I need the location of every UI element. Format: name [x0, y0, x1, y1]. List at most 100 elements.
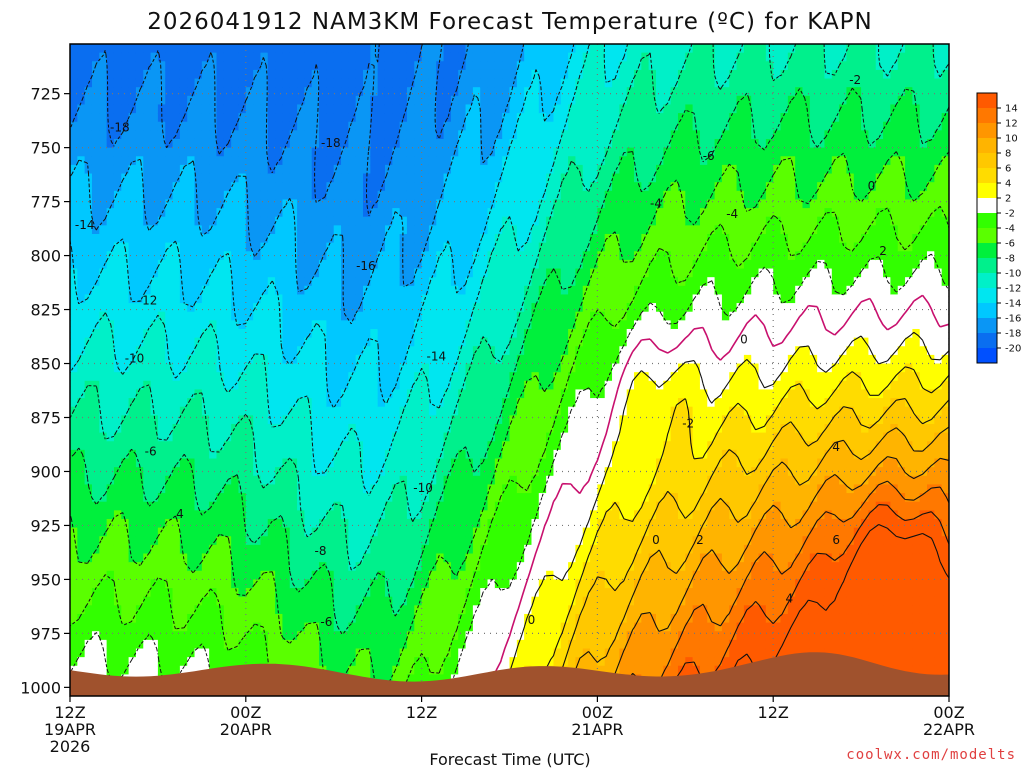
temperature-cell — [443, 596, 452, 606]
temperature-cell — [304, 242, 313, 252]
temperature-cell — [392, 164, 401, 175]
temperature-cell — [399, 130, 408, 140]
temperature-cell — [77, 346, 86, 356]
temperature-cell — [165, 406, 174, 416]
temperature-cell — [480, 553, 489, 563]
temperature-cell — [436, 613, 445, 624]
temperature-cell — [450, 346, 459, 356]
temperature-cell — [377, 216, 386, 226]
temperature-cell — [341, 44, 349, 54]
temperature-cell — [341, 277, 349, 287]
temperature-cell — [494, 69, 503, 80]
temperature-cell — [531, 52, 540, 62]
temperature-cell — [106, 156, 115, 166]
temperature-cell — [275, 113, 284, 123]
temperature-cell — [392, 441, 401, 451]
temperature-cell — [458, 285, 467, 296]
temperature-cell — [436, 61, 445, 71]
temperature-cell — [128, 467, 137, 477]
temperature-cell — [282, 510, 291, 520]
temperature-cell — [231, 518, 240, 529]
temperature-cell — [253, 121, 262, 131]
temperature-cell — [319, 518, 327, 529]
temperature-cell — [450, 208, 459, 218]
temperature-cell — [157, 579, 166, 589]
temperature-cell — [531, 493, 540, 503]
temperature-cell — [143, 398, 152, 408]
temperature-cell — [231, 657, 240, 667]
temperature-cell — [341, 406, 349, 416]
temperature-cell — [260, 380, 269, 391]
temperature-cell — [135, 173, 144, 183]
temperature-cell — [428, 113, 437, 123]
temperature-cell — [546, 475, 555, 486]
temperature-cell — [348, 596, 357, 606]
temperature-cell — [216, 475, 225, 486]
temperature-cell — [201, 130, 210, 140]
temperature-cell — [494, 579, 503, 589]
temperature-cell — [267, 639, 276, 650]
temperature-cell — [494, 536, 503, 546]
temperature-cell — [319, 225, 327, 235]
temperature-cell — [143, 363, 152, 373]
temperature-cell — [509, 268, 518, 278]
temperature-cell — [502, 475, 511, 486]
temperature-cell — [260, 544, 269, 555]
temperature-cell — [165, 398, 174, 408]
temperature-cell — [245, 527, 254, 537]
temperature-cell — [84, 588, 93, 598]
temperature-cell — [165, 605, 174, 615]
temperature-cell — [157, 44, 166, 54]
temperature-cell — [326, 156, 335, 166]
temperature-cell — [399, 596, 408, 606]
temperature-cell — [84, 277, 93, 287]
temperature-cell — [465, 380, 474, 391]
temperature-cell — [253, 190, 262, 201]
temperature-cell — [245, 372, 254, 382]
temperature-cell — [172, 527, 181, 537]
temperature-cell — [99, 458, 108, 468]
temperature-cell — [172, 182, 181, 192]
temperature-cell — [363, 493, 371, 503]
temperature-cell — [502, 441, 511, 451]
temperature-cell — [179, 510, 188, 520]
temperature-cell — [326, 631, 335, 641]
temperature-cell — [363, 536, 371, 546]
temperature-cell — [253, 536, 262, 546]
temperature-cell — [370, 372, 379, 382]
temperature-cell — [231, 398, 240, 408]
temperature-cell — [150, 87, 159, 97]
temperature-cell — [341, 493, 349, 503]
temperature-cell — [106, 665, 115, 676]
temperature-cell — [106, 147, 115, 157]
temperature-cell — [187, 337, 196, 347]
temperature-cell — [238, 363, 247, 373]
temperature-cell — [209, 354, 218, 365]
temperature-cell — [531, 484, 540, 494]
temperature-cell — [384, 562, 393, 572]
temperature-cell — [282, 449, 291, 460]
temperature-cell — [84, 631, 93, 641]
temperature-cell — [179, 596, 188, 606]
temperature-cell — [297, 363, 305, 373]
temperature-cell — [135, 665, 144, 676]
temperature-cell — [223, 449, 232, 460]
temperature-cell — [392, 432, 401, 442]
temperature-cell — [304, 337, 313, 347]
temperature-cell — [143, 121, 152, 131]
temperature-cell — [77, 259, 86, 270]
temperature-cell — [341, 190, 349, 201]
temperature-cell — [209, 639, 218, 650]
temperature-cell — [341, 147, 349, 157]
temperature-cell — [238, 605, 247, 615]
temperature-cell — [113, 570, 122, 581]
temperature-cell — [289, 475, 298, 486]
temperature-cell — [326, 510, 335, 520]
temperature-cell — [99, 303, 108, 313]
temperature-cell — [509, 104, 518, 114]
temperature-cell — [502, 449, 511, 460]
temperature-cell — [465, 346, 474, 356]
temperature-cell — [165, 69, 174, 80]
temperature-cell — [406, 87, 415, 97]
temperature-cell — [384, 613, 393, 624]
